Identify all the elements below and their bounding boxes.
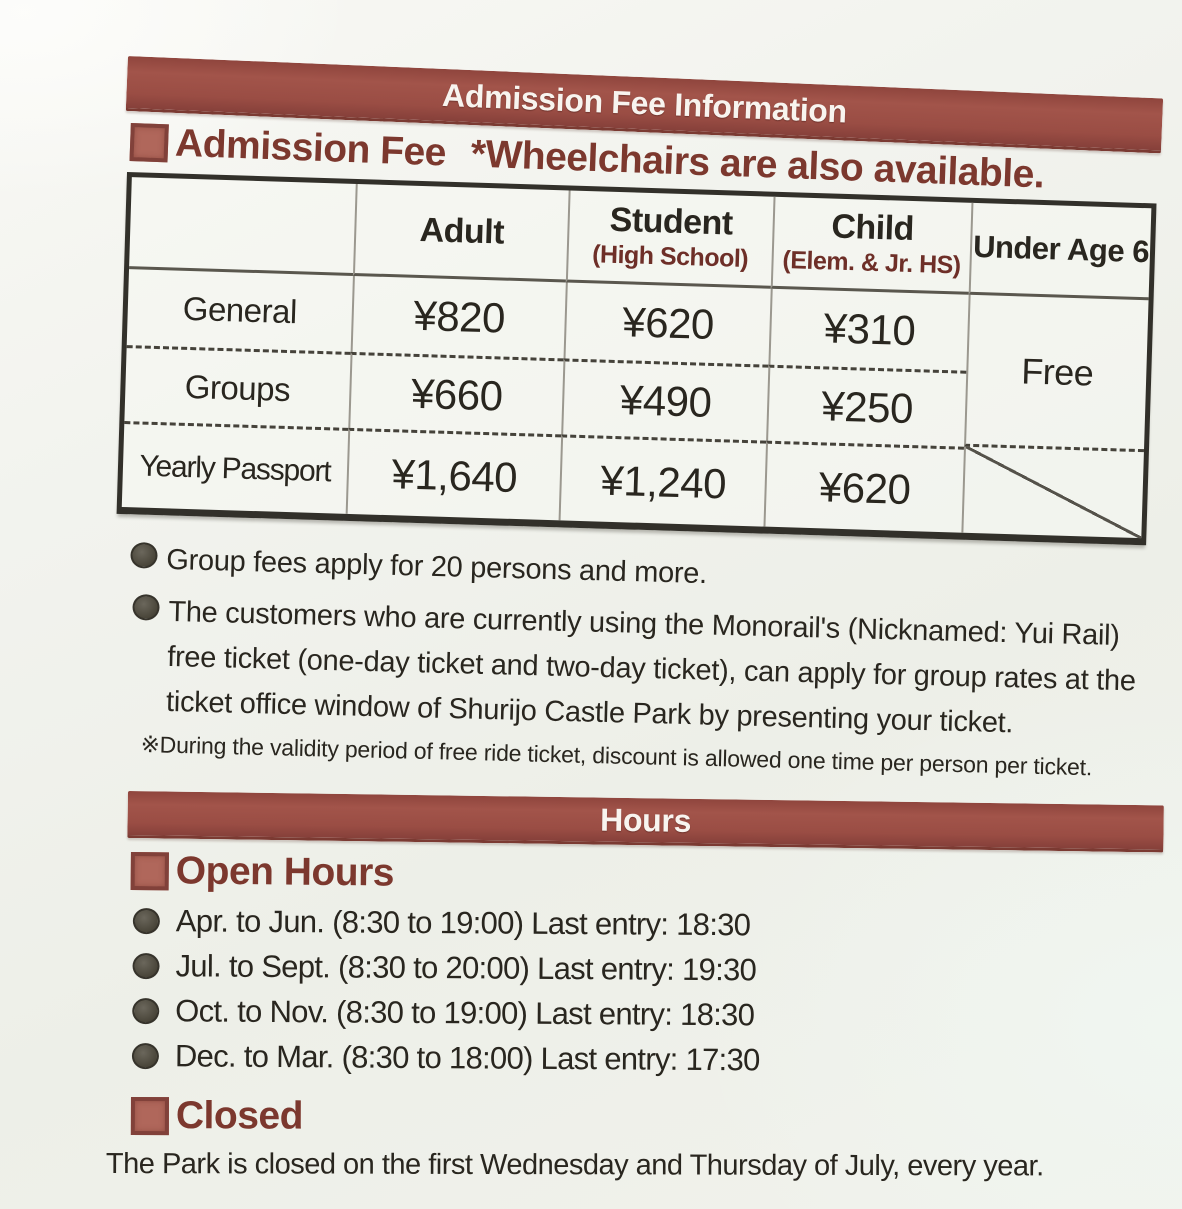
price-general-student: ¥620 <box>563 282 771 365</box>
col-header-adult-label: Adult <box>419 210 505 252</box>
row-label-general: General <box>182 289 298 331</box>
price-yearly-student: ¥1,240 <box>558 434 767 527</box>
hours-item-dec-mar: Dec. to Mar. (8:30 to 18:00) Last entry:… <box>131 1038 760 1078</box>
price-general-child: ¥310 <box>768 288 969 371</box>
price-groups-student: ¥490 <box>561 358 769 441</box>
closed-heading-label: Closed <box>175 1094 304 1138</box>
note-monorail: The customers who are currently using th… <box>130 589 1153 750</box>
section-marker-icon <box>129 122 169 163</box>
price-yearly-adult: ¥1,640 <box>345 427 562 521</box>
col-header-adult: Adult <box>352 183 569 283</box>
hours-item-oct-nov: Oct. to Nov. (8:30 to 19:00) Last entry:… <box>132 993 760 1033</box>
price-general-adult: ¥820 <box>350 275 566 359</box>
hours-banner: Hours <box>127 791 1164 853</box>
row-label-groups: Groups <box>124 345 351 428</box>
note-group-fees-text: Group fees apply for 20 persons and more… <box>165 543 708 591</box>
bullet-icon <box>131 1042 160 1070</box>
open-hours-heading-label: Open Hours <box>175 849 395 895</box>
price-groups-child: ¥250 <box>766 364 967 447</box>
closed-heading: Closed <box>130 1094 304 1139</box>
table-corner-cell <box>129 177 356 276</box>
admission-banner-title: Admission Fee Information <box>441 76 848 130</box>
col-header-student: Student (High School) <box>565 190 774 289</box>
note-group-fees: Group fees apply for 20 persons and more… <box>130 537 708 597</box>
open-hours-list: Apr. to Jun. (8:30 to 19:00) Last entry:… <box>131 903 761 1087</box>
row-label-yearly-passport: Yearly Passport <box>121 421 349 514</box>
bullet-icon <box>132 997 160 1025</box>
admission-fee-heading-label: Admission Fee <box>174 121 447 175</box>
col-header-student-sublabel: (High School) <box>591 240 749 274</box>
col-header-child: Child (Elem. & Jr. HS) <box>770 196 972 295</box>
closed-text: The Park is closed on the first Wednesda… <box>105 1148 1044 1183</box>
under-age-6-na-cell <box>961 446 1144 539</box>
col-header-student-label: Student <box>609 200 734 243</box>
bullet-icon <box>130 541 158 569</box>
hours-banner-title: Hours <box>599 801 692 839</box>
col-header-under-age-6-label: Under Age 6 <box>972 229 1150 270</box>
hours-item-apr-jun: Apr. to Jun. (8:30 to 19:00) Last entry:… <box>132 903 761 943</box>
price-yearly-child: ¥620 <box>763 440 965 533</box>
col-header-child-label: Child <box>830 207 915 248</box>
free-label: Free <box>1020 349 1094 394</box>
price-groups-adult: ¥660 <box>348 351 564 435</box>
bullet-icon <box>132 593 160 621</box>
col-header-under-age-6: Under Age 6 <box>968 202 1152 301</box>
open-hours-heading: Open Hours <box>130 849 395 896</box>
bullet-icon <box>132 952 160 980</box>
not-applicable-diagonal <box>963 446 1144 539</box>
bullet-icon <box>132 907 160 935</box>
section-marker-icon <box>130 851 169 891</box>
admission-fee-table: Adult Student (High School) Child (Elem.… <box>116 172 1157 546</box>
section-marker-icon <box>130 1097 169 1136</box>
note-monorail-text: The customers who are currently using th… <box>165 595 1137 740</box>
under-age-6-free-cell: Free <box>964 294 1149 453</box>
hours-item-jul-sept: Jul. to Sept. (8:30 to 20:00) Last entry… <box>132 948 760 988</box>
col-header-child-sublabel: (Elem. & Jr. HS) <box>782 246 962 280</box>
